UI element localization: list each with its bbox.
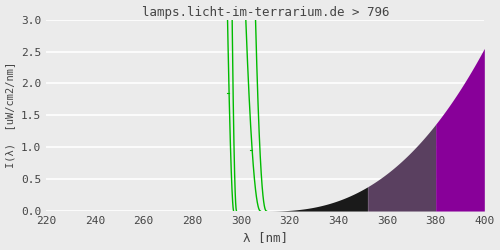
Title: lamps.licht-im-terrarium.de > 796: lamps.licht-im-terrarium.de > 796 bbox=[142, 6, 389, 18]
X-axis label: λ [nm]: λ [nm] bbox=[243, 232, 288, 244]
Y-axis label: I(λ)  [uW/cm2/nm]: I(λ) [uW/cm2/nm] bbox=[6, 62, 16, 168]
